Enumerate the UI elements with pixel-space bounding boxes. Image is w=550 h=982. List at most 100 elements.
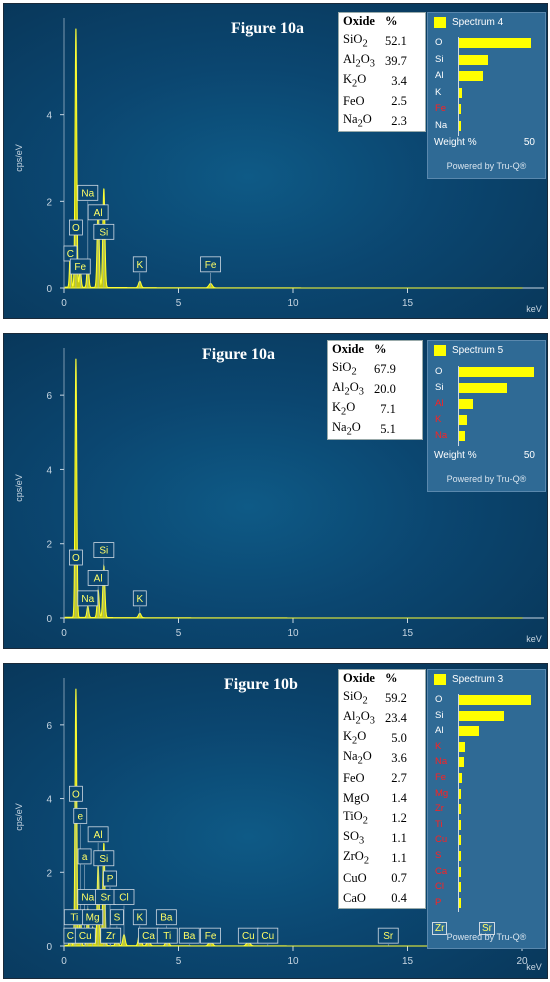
element-label: Na (435, 430, 448, 441)
oxide-row: FeO 2.5 (339, 91, 415, 111)
element-bar (459, 757, 464, 768)
svg-text:Fe: Fe (205, 260, 217, 271)
element-bar (459, 120, 462, 131)
peak-label: e (73, 807, 88, 946)
powered-by: Powered by Tru-Q® (446, 932, 527, 942)
svg-text:C: C (67, 249, 74, 260)
element-label: Fe (435, 772, 447, 783)
svg-text:a: a (82, 852, 88, 863)
oxide-row: Na2O 5.1 (328, 419, 404, 439)
svg-text:K: K (136, 594, 143, 605)
weight-axis-row: Weight % 50 (434, 137, 535, 148)
oxide-percent: 1.4 (391, 790, 407, 805)
oxide-table: Oxide % SiO2 67.9 Al2O3 20.0 K2O 7.1 Na2O 5.1 (327, 340, 423, 440)
spectrum-legend-box[interactable]: Spectrum 5 O Si Al K Na Weight % 50 Powered b… (427, 340, 546, 492)
svg-text:Cu: Cu (261, 931, 274, 942)
x-tick-label: 10 (287, 956, 299, 967)
element-bar (459, 710, 504, 721)
percent-header: % (384, 671, 398, 685)
oxide-percent: 2.5 (391, 93, 407, 108)
oxide-percent: 3.4 (391, 73, 407, 88)
x-tick-label: 5 (176, 628, 182, 639)
spectrum-label: Spectrum 4 (452, 17, 504, 28)
x-tick-label: 0 (61, 628, 67, 639)
spectrum-legend-box[interactable]: Spectrum 3 O Si Al K Na Fe Mg Zr Ti Cu S Ca Cl P Zr S… (427, 669, 546, 949)
spectrum-label: Spectrum 3 (452, 674, 504, 685)
y-tick-label: 2 (46, 540, 52, 551)
legend-swatch (434, 345, 446, 356)
svg-text:Na: Na (81, 188, 94, 199)
percent-header: % (373, 342, 387, 356)
svg-text:Fe: Fe (74, 262, 86, 273)
peak-label: O (69, 219, 83, 288)
svg-text:O: O (72, 789, 80, 800)
spectrum-legend-box[interactable]: Spectrum 4 O Si Al K Fe Na Weight % 50 Powered… (427, 12, 546, 179)
oxide-name: Na2O (343, 749, 372, 767)
svg-text:Zr: Zr (106, 931, 116, 942)
oxide-name: FeO (343, 93, 365, 108)
oxide-row: K2O 3.4 (339, 71, 415, 91)
weight-axis-row: Weight % 50 (434, 450, 535, 461)
element-label: Al (435, 725, 444, 737)
oxide-row: Na2O 2.3 (339, 111, 415, 131)
oxide-name: Na2O (332, 420, 361, 438)
element-label: O (435, 366, 443, 377)
oxide-row: Na2O 3.6 (339, 748, 415, 768)
peak-label: K (132, 256, 147, 288)
svg-text:O: O (72, 553, 80, 564)
oxide-name: MgO (343, 790, 370, 805)
peak-label: Sr (377, 927, 399, 946)
svg-text:Fe: Fe (205, 931, 217, 942)
peak-label: Cu (257, 927, 279, 946)
svg-text:Cl: Cl (119, 892, 128, 903)
y-tick-label: 0 (46, 942, 52, 953)
element-label: K (435, 414, 442, 425)
element-bar (459, 804, 461, 815)
oxide-percent: 59.2 (384, 690, 407, 705)
svg-text:Ba: Ba (160, 913, 173, 924)
oxide-percent: 7.1 (380, 401, 396, 416)
element-label: Si (435, 53, 444, 65)
peak-label: Ba (178, 927, 200, 946)
element-bar (459, 726, 479, 737)
oxide-name: K2O (332, 400, 356, 418)
peak-label: Fe (200, 927, 221, 946)
oxide-percent: 1.2 (391, 810, 407, 825)
y-tick-label: 2 (46, 868, 52, 879)
oxide-table: Oxide % SiO2 59.2 Al2O3 23.4 K2O 5.0 Na2O 3.6 Fe… (338, 669, 426, 909)
peak-label: Fe (69, 258, 91, 288)
element-bar (459, 399, 473, 409)
y-tick-label: 2 (46, 197, 52, 208)
element-label: P (435, 896, 442, 908)
svg-text:Si: Si (99, 854, 108, 865)
element-bar (459, 383, 507, 393)
svg-text:Ti: Ti (70, 913, 78, 924)
oxide-name: FeO (343, 770, 365, 785)
y-tick-label: 0 (46, 614, 52, 625)
oxide-percent: 20.0 (373, 381, 396, 396)
element-label: Cu (435, 834, 448, 846)
oxide-percent: 2.7 (391, 770, 407, 785)
x-axis-label: keV (526, 634, 542, 644)
oxide-name: ZrO2 (343, 849, 370, 867)
peak-label: Ca (138, 927, 159, 946)
svg-text:Si: Si (99, 546, 108, 557)
oxide-name: SiO2 (343, 689, 368, 707)
y-tick-label: 4 (46, 795, 52, 806)
oxide-row: SO3 1.1 (339, 828, 415, 848)
element-label: Cl (435, 881, 444, 893)
element-bar (459, 87, 462, 98)
y-axis-label: cps/eV (14, 474, 24, 502)
element-label: Fe (435, 103, 447, 114)
element-bar (459, 741, 465, 752)
oxide-row: K2O 5.0 (339, 728, 415, 748)
oxide-row: Al2O3 39.7 (339, 51, 415, 71)
oxide-name: CaO (343, 890, 366, 905)
oxide-percent: 39.7 (384, 53, 407, 68)
y-axis-label: cps/eV (14, 803, 24, 831)
oxide-name: Al2O3 (343, 52, 375, 70)
oxide-row: SiO2 59.2 (339, 688, 415, 708)
